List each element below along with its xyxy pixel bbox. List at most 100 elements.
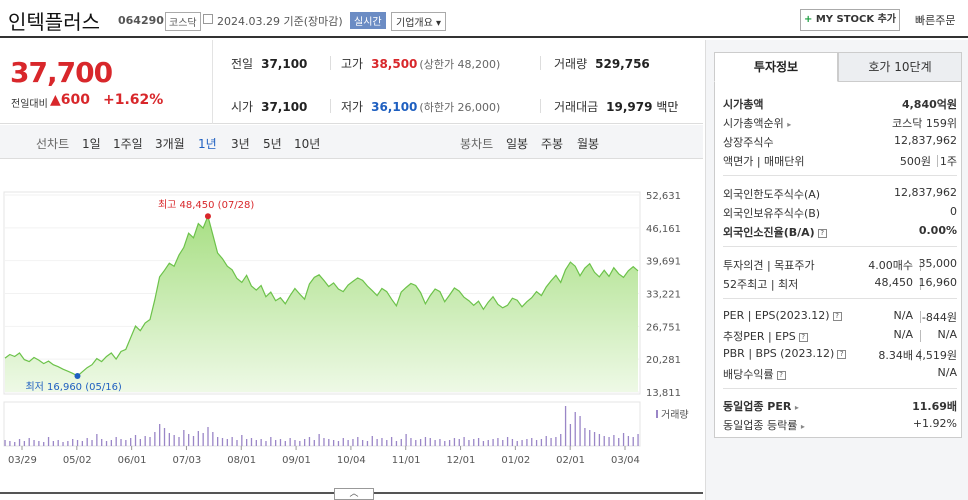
volume-bar [337,441,340,446]
volume-bar [506,437,509,446]
shares-row: 상장주식수 12,837,962 [723,134,957,149]
volume-bar [168,433,170,446]
volume-bar [76,440,79,446]
realtime-button[interactable]: 실시간 [350,12,386,29]
chevron-up-icon[interactable]: ︿ [334,488,374,500]
est-per-row: 추정PER | EPS? N/A N/A [723,328,957,343]
volume-bar [400,439,402,446]
volume-bar [429,438,431,446]
calendar-icon [203,14,213,24]
x-tick-label: 11/01 [392,455,421,466]
volume-bar [308,437,311,446]
x-tick-label: 03/04 [611,455,640,466]
period-1w[interactable]: 1주일 [113,137,143,151]
volume-bar [477,438,480,446]
volume-bar [555,437,557,446]
change-percent: +1.62% [103,92,164,108]
divider [330,56,331,70]
volume-bar [361,440,364,446]
volume-bar [91,440,93,446]
price-chart-svg: 52,631 46,161 39,691 33,221 26,751 20,281 13,8… [3,191,689,466]
volume-bar [584,428,586,446]
volume-bar [303,439,306,446]
volume-bar [332,440,335,446]
volume-bar [149,437,151,446]
dividend-row: 배당수익률? N/A [723,366,957,381]
low-price: 저가 36,100 (하한가 26,000) [341,100,501,114]
period-10y[interactable]: 10년 [294,137,321,151]
help-icon[interactable]: ? [832,312,842,321]
price-area [5,216,638,392]
volume-bar [202,433,204,446]
volume-bar [627,436,630,446]
help-icon[interactable]: ? [817,229,827,238]
period-5y[interactable]: 5년 [263,137,282,151]
volume-bar [598,434,601,446]
max-marker [204,213,211,220]
period-3y[interactable]: 3년 [231,137,250,151]
volume-bar [67,441,69,446]
add-my-stock-button[interactable]: + MY STOCK 추가 [800,9,900,31]
volume-bar [144,436,146,446]
volume-bar [434,440,436,446]
volume-bar [502,440,504,446]
help-icon[interactable]: ? [837,350,847,359]
volume-bar [284,441,286,446]
tab-order-book[interactable]: 호가 10단계 [838,52,962,82]
volume-bar [265,441,267,446]
volume-bar [101,439,103,446]
volume-bar [207,427,209,446]
foreign-limit-row: 외국인한도주식수(A) 12,837,962 [723,186,957,201]
volume-bar [178,437,180,446]
period-1d[interactable]: 1일 [82,137,101,151]
quick-order-link[interactable]: 빠른주문 [915,14,956,27]
foreign-hold-row: 외국인보유주식수(B) 0 [723,205,957,220]
volume-bar [608,437,610,446]
period-3m[interactable]: 3개월 [155,137,185,151]
stock-code: 064290 [118,14,164,27]
cap-rank-row: 시가총액순위 ▸ 코스닥 159위 [723,117,957,130]
company-overview-dropdown[interactable]: 기업개요 ▾ [391,12,446,31]
volume-bar [192,436,195,446]
par-row: 액면가 | 매매단위 500원 1주 [723,155,957,168]
help-icon[interactable]: ? [798,333,808,342]
volume-bar [526,439,528,446]
volume-bar [352,439,354,446]
volume-bar [81,441,84,446]
volume-bar [221,438,224,446]
x-tick-label: 03/29 [8,455,37,466]
volume-bar [328,439,330,446]
period-1y[interactable]: 1년 [198,137,217,151]
range52-row: 52주최고 | 최저 48,450 16,960 [723,276,957,291]
volume-bar [14,442,16,446]
y-tick-label: 13,811 [646,388,681,399]
volume-bar [492,439,494,446]
volume-bar [376,439,378,446]
volume-bar [115,437,117,446]
price-chart[interactable]: 52,631 46,161 39,691 33,221 26,751 20,281 13,8… [0,160,703,500]
market-cap-row: 시가총액 4,840억원 [723,98,957,111]
volume-bar [497,438,499,446]
volume-bar [28,438,30,446]
volume-bar [43,442,45,446]
help-icon[interactable]: ? [776,371,786,380]
x-tick-label: 02/01 [556,455,585,466]
candle-weekly[interactable]: 주봉 [541,137,564,151]
divider [723,175,957,176]
volume-bar [395,441,398,446]
foreign-ratio-row: 외국인소진율(B/A)? 0.00% [723,224,957,239]
volume-bar [323,438,325,446]
volume-bar [366,441,369,446]
volume-bar [550,438,552,446]
volume-bar [270,437,272,446]
volume-bar [125,440,127,446]
candle-daily[interactable]: 일봉 [506,137,529,151]
volume-bar [342,438,344,446]
volume-bar [173,435,175,446]
divider [723,298,957,299]
candle-monthly[interactable]: 월봉 [577,137,600,151]
volume-bar [33,440,35,446]
volume-bar [250,438,253,446]
volume-bar [463,437,465,446]
tab-investment-info[interactable]: 투자정보 [714,52,838,82]
